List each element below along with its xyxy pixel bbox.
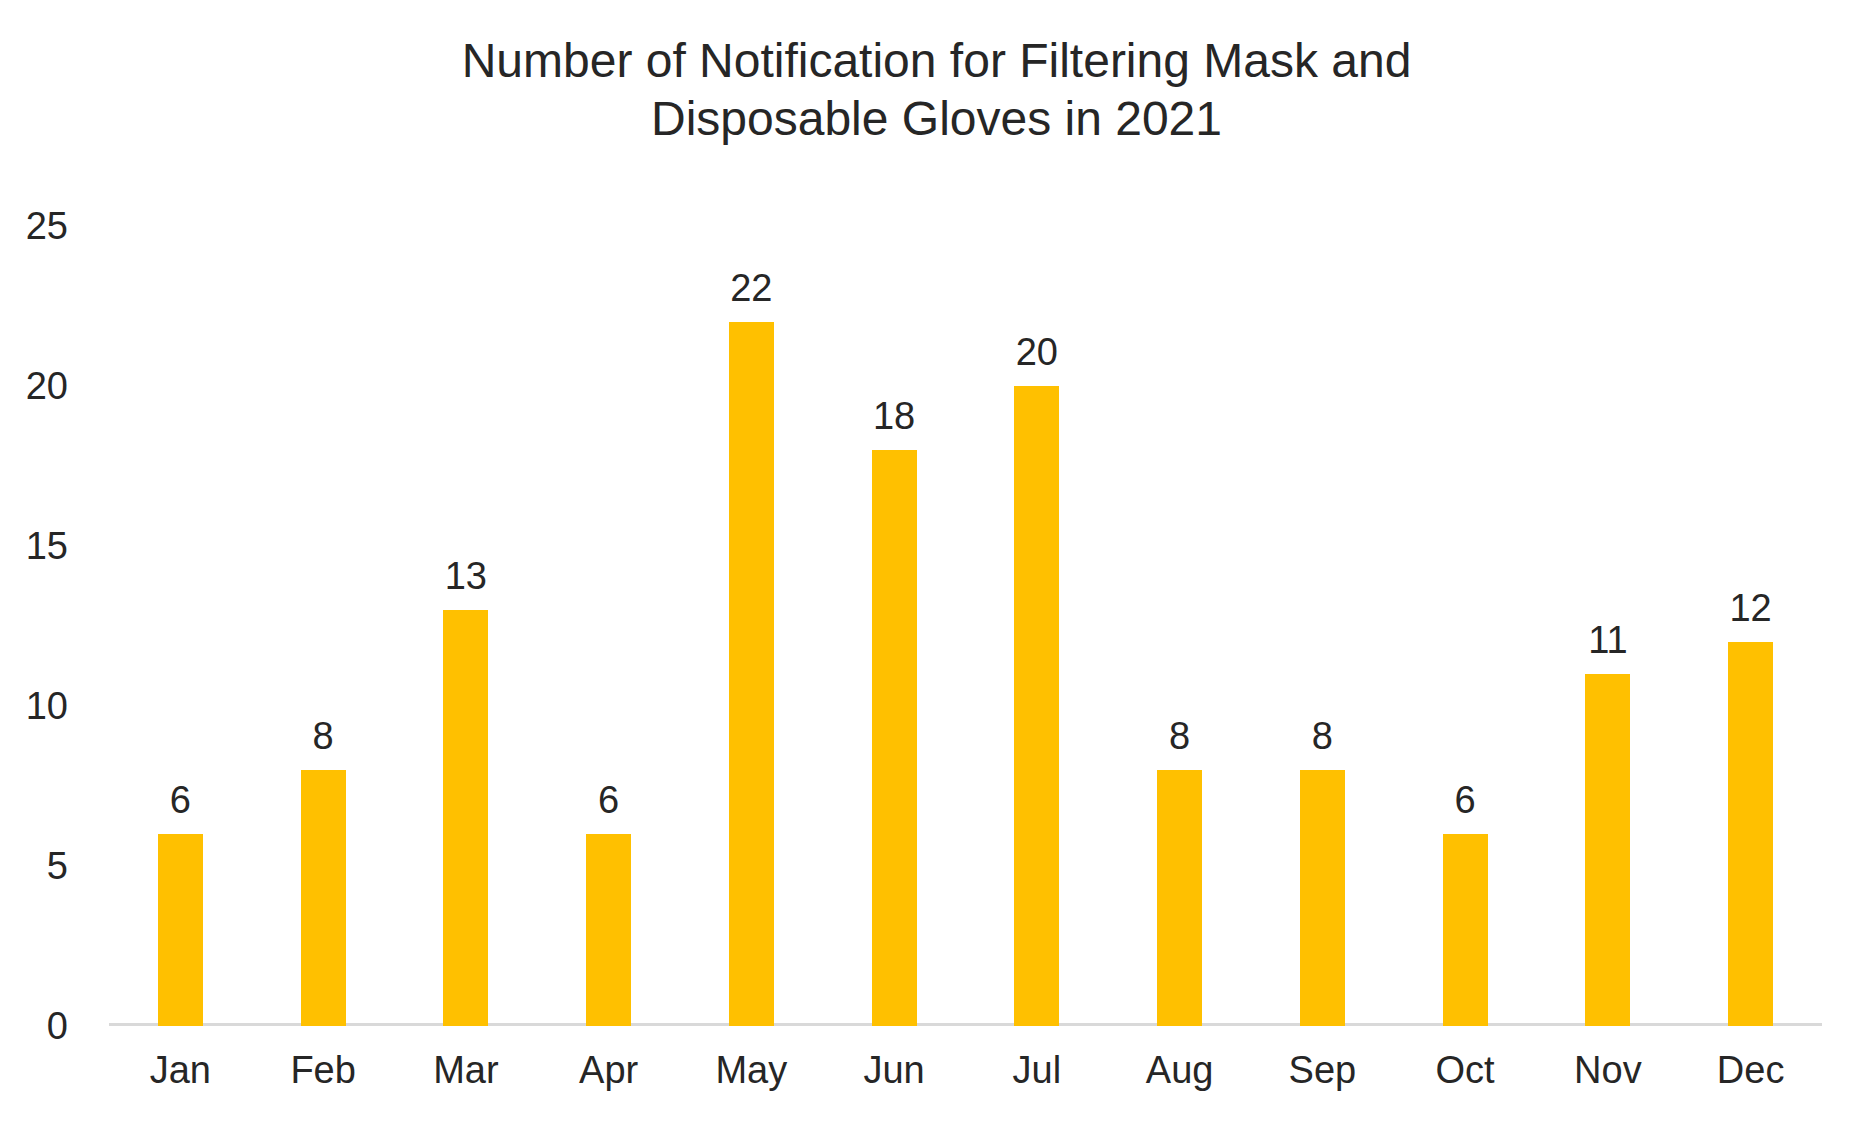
bar-value-label: 6: [598, 778, 619, 822]
x-axis-label-jan: Jan: [109, 1048, 252, 1092]
bar-column-jan: 6: [109, 778, 252, 1026]
bar-column-dec: 12: [1679, 586, 1822, 1026]
bar-value-label: 6: [1455, 778, 1476, 822]
bar-column-sep: 8: [1251, 714, 1394, 1026]
x-axis-label-jun: Jun: [823, 1048, 966, 1092]
bar-column-may: 22: [680, 266, 823, 1026]
y-axis-tick-label: 20: [26, 365, 68, 408]
bar-value-label: 12: [1729, 586, 1771, 630]
bar-value-label: 8: [313, 714, 334, 758]
bar-value-label: 20: [1016, 330, 1058, 374]
y-axis: 0510152025: [0, 226, 68, 1026]
bar-column-jun: 18: [823, 394, 966, 1026]
bar-apr: [586, 834, 631, 1026]
bar-may: [729, 322, 774, 1026]
bar-jun: [872, 450, 917, 1026]
bar-column-oct: 6: [1394, 778, 1537, 1026]
y-axis-tick-label: 15: [26, 525, 68, 568]
x-axis-label-nov: Nov: [1537, 1048, 1680, 1092]
bar-column-jul: 20: [966, 330, 1109, 1026]
bar-value-label: 8: [1312, 714, 1333, 758]
bar-column-apr: 6: [537, 778, 680, 1026]
bar-value-label: 11: [1588, 618, 1627, 662]
bar-dec: [1728, 642, 1773, 1026]
bar-value-label: 6: [170, 778, 191, 822]
bar-column-aug: 8: [1108, 714, 1251, 1026]
x-axis: JanFebMarAprMayJunJulAugSepOctNovDec: [109, 1048, 1822, 1092]
bar-sep: [1300, 770, 1345, 1026]
chart-title-line2: Disposable Gloves in 2021: [0, 90, 1873, 148]
bar-value-label: 8: [1169, 714, 1190, 758]
bar-aug: [1157, 770, 1202, 1026]
bar-jul: [1014, 386, 1059, 1026]
bar-chart: Number of Notification for Filtering Mas…: [0, 0, 1873, 1132]
bar-oct: [1443, 834, 1488, 1026]
bar-value-label: 22: [730, 266, 772, 310]
bar-nov: [1585, 674, 1630, 1026]
y-axis-tick-label: 10: [26, 685, 68, 728]
x-axis-label-apr: Apr: [537, 1048, 680, 1092]
bar-column-nov: 11: [1537, 618, 1680, 1026]
bar-mar: [443, 610, 488, 1026]
x-axis-label-oct: Oct: [1394, 1048, 1537, 1092]
chart-title: Number of Notification for Filtering Mas…: [0, 32, 1873, 148]
bar-value-label: 18: [873, 394, 915, 438]
x-axis-label-dec: Dec: [1679, 1048, 1822, 1092]
bar-column-feb: 8: [252, 714, 395, 1026]
bar-feb: [301, 770, 346, 1026]
bar-value-label: 13: [445, 554, 487, 598]
y-axis-tick-label: 0: [47, 1005, 68, 1048]
x-axis-label-aug: Aug: [1108, 1048, 1251, 1092]
x-axis-label-jul: Jul: [966, 1048, 1109, 1092]
x-axis-label-sep: Sep: [1251, 1048, 1394, 1092]
plot-area: 6 8 13 6 22 18 20 8 8 6 11 12: [109, 226, 1822, 1026]
y-axis-tick-label: 25: [26, 205, 68, 248]
chart-title-line1: Number of Notification for Filtering Mas…: [0, 32, 1873, 90]
bar-jan: [158, 834, 203, 1026]
x-axis-label-feb: Feb: [252, 1048, 395, 1092]
x-axis-label-may: May: [680, 1048, 823, 1092]
y-axis-tick-label: 5: [47, 845, 68, 888]
bar-column-mar: 13: [395, 554, 538, 1026]
x-axis-label-mar: Mar: [395, 1048, 538, 1092]
